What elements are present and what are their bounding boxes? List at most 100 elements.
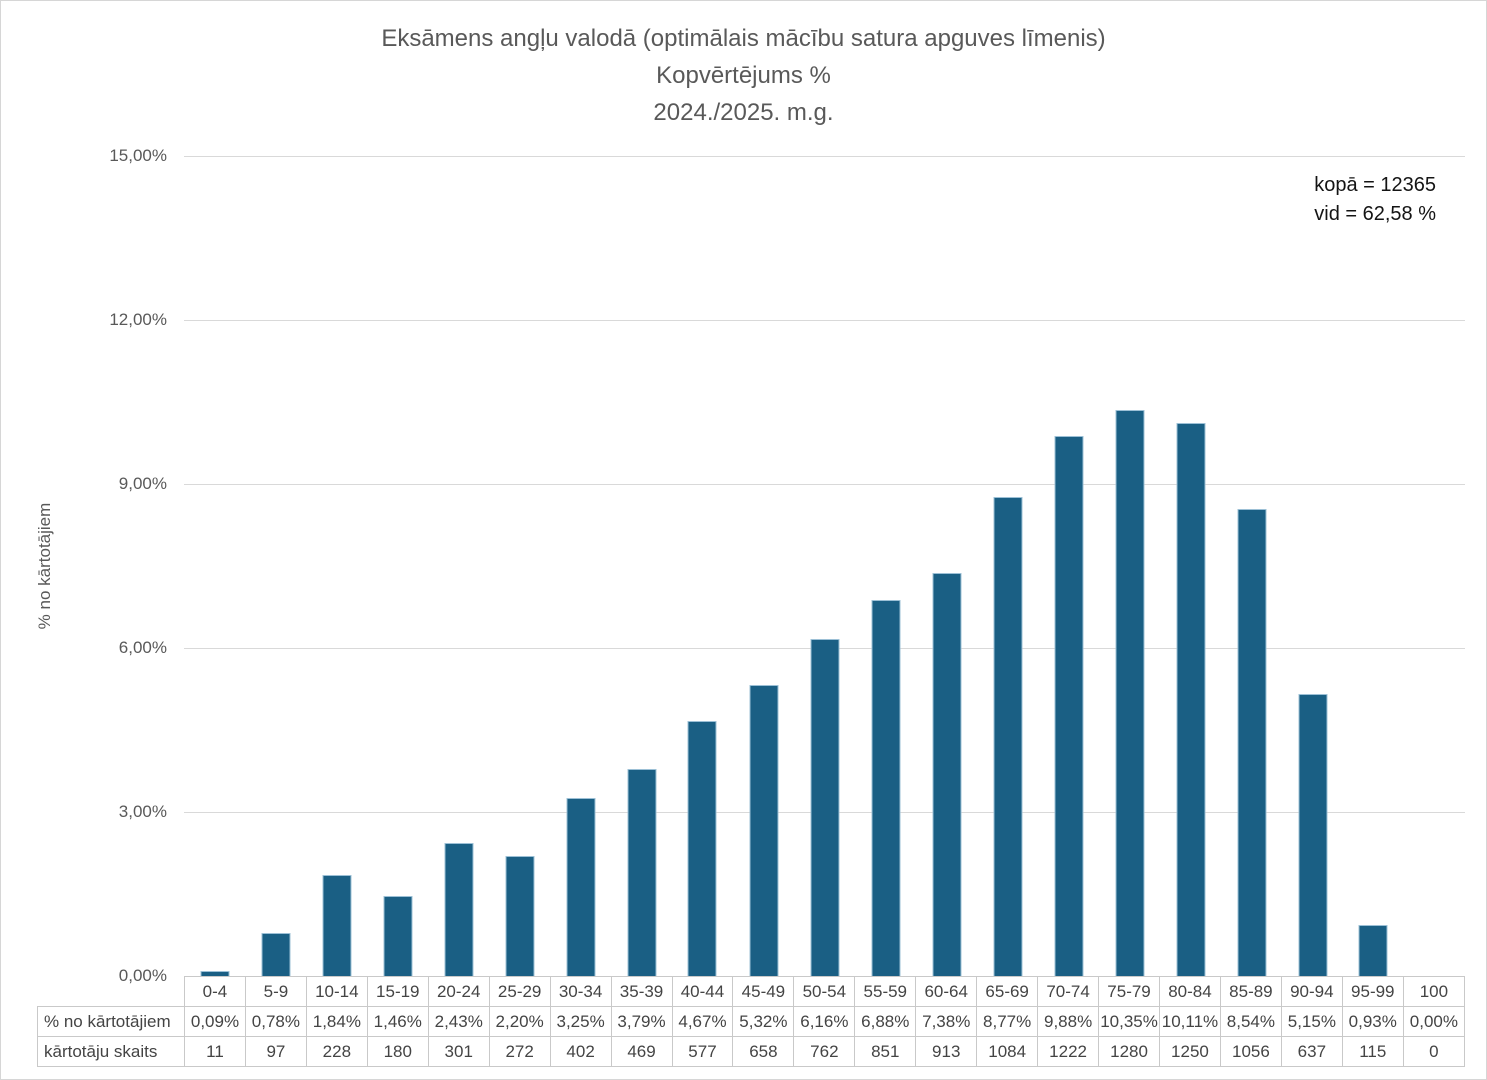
y-tick-label: 9,00% bbox=[118, 474, 167, 493]
bar bbox=[566, 798, 595, 976]
bar bbox=[444, 843, 473, 976]
percent-cell: 3,25% bbox=[549, 1006, 612, 1037]
percent-cell: 10,11% bbox=[1159, 1006, 1221, 1037]
category-cell: 30-34 bbox=[549, 976, 612, 1007]
count-cell: 637 bbox=[1280, 1036, 1343, 1067]
bar bbox=[1358, 925, 1388, 976]
count-cell: 1084 bbox=[976, 1036, 1039, 1067]
count-cell: 577 bbox=[671, 1036, 734, 1067]
percent-cell: 9,88% bbox=[1037, 1006, 1100, 1037]
count-cell: 272 bbox=[488, 1036, 551, 1067]
percent-cell: 7,38% bbox=[915, 1006, 978, 1037]
percent-cell: 0,93% bbox=[1341, 1006, 1404, 1037]
bar bbox=[261, 933, 290, 976]
y-tick-label: 12,00% bbox=[109, 310, 167, 329]
count-cell: 851 bbox=[854, 1036, 917, 1067]
category-cell: 55-59 bbox=[854, 976, 917, 1007]
y-axis-tick-labels: 15,00% 12,00% 9,00% 6,00% 3,00% 0,00% bbox=[37, 146, 167, 985]
percent-cell: 1,46% bbox=[366, 1006, 429, 1037]
count-cell: 180 bbox=[366, 1036, 429, 1067]
category-cell: 70-74 bbox=[1037, 976, 1100, 1007]
category-cell: 20-24 bbox=[427, 976, 490, 1007]
category-cell: 5-9 bbox=[244, 976, 307, 1007]
chart-title-line-2: Kopvērtējums % bbox=[656, 62, 831, 89]
percent-row: % no kārtotājiem 0,09% 0,78% 1,84% 1,46% 2,43… bbox=[37, 1006, 1466, 1037]
table-body: 0-4 5-9 10-14 15-19 20-24 25-29 30-34 35-39 40-4… bbox=[37, 976, 1466, 1067]
category-cell: 85-89 bbox=[1219, 976, 1282, 1007]
category-cell: 95-99 bbox=[1341, 976, 1404, 1007]
table-corner-cell bbox=[38, 977, 185, 1007]
count-cell: 1250 bbox=[1159, 1036, 1221, 1067]
category-cell: 10-14 bbox=[305, 976, 368, 1007]
count-cell: 762 bbox=[793, 1036, 856, 1067]
y-tick-label: 0,00% bbox=[118, 966, 167, 985]
count-cell: 97 bbox=[244, 1036, 307, 1067]
bar bbox=[383, 896, 412, 976]
category-cell: 50-54 bbox=[793, 976, 856, 1007]
category-row: 0-4 5-9 10-14 15-19 20-24 25-29 30-34 35-39 40-4… bbox=[38, 976, 1466, 1007]
bar bbox=[1115, 410, 1144, 976]
percent-cell: 2,20% bbox=[488, 1006, 551, 1037]
percent-cell: 4,67% bbox=[671, 1006, 734, 1037]
percent-cell: 0,78% bbox=[244, 1006, 307, 1037]
annotation-total: kopā = 12365 bbox=[1314, 174, 1436, 196]
count-cell: 1056 bbox=[1219, 1036, 1282, 1067]
bar bbox=[1237, 509, 1266, 976]
category-cell: 60-64 bbox=[915, 976, 978, 1007]
bar bbox=[505, 855, 534, 976]
category-cell: 40-44 bbox=[671, 976, 734, 1007]
count-cell: 1222 bbox=[1037, 1036, 1100, 1067]
bar bbox=[1054, 435, 1083, 976]
count-cell: 402 bbox=[549, 1036, 612, 1067]
count-cell: 658 bbox=[732, 1036, 795, 1067]
count-cell: 0 bbox=[1402, 1036, 1466, 1067]
y-tick-label: 15,00% bbox=[109, 146, 167, 165]
count-cell: 115 bbox=[1341, 1036, 1404, 1067]
plot-area bbox=[184, 156, 1465, 977]
bar bbox=[810, 639, 839, 976]
count-cell: 1280 bbox=[1098, 1036, 1160, 1067]
percent-cell: 10,35% bbox=[1098, 1006, 1160, 1037]
bar bbox=[1298, 694, 1327, 976]
chart-title-line-1: Eksāmens angļu valodā (optimālais mācību… bbox=[381, 25, 1106, 52]
annotation-average: vid = 62,58 % bbox=[1314, 203, 1436, 225]
bar bbox=[627, 768, 656, 976]
percent-row-label: % no kārtotājiem bbox=[37, 1006, 185, 1037]
category-cell: 75-79 bbox=[1098, 976, 1160, 1007]
count-row: kārtotāju skaits 11 97 228 180 301 272 402 469 57… bbox=[37, 1036, 1466, 1067]
category-cell: 65-69 bbox=[976, 976, 1039, 1007]
category-cell: 45-49 bbox=[732, 976, 795, 1007]
count-cell: 11 bbox=[184, 1036, 246, 1067]
bars-layer bbox=[184, 156, 1465, 976]
bar bbox=[749, 685, 778, 976]
y-tick-label: 3,00% bbox=[118, 802, 167, 821]
percent-cell: 5,32% bbox=[732, 1006, 795, 1037]
count-cell: 469 bbox=[610, 1036, 673, 1067]
chart-title: Eksāmens angļu valodā (optimālais mācību… bbox=[1, 20, 1486, 131]
summary-annotation: kopā = 12365 vid = 62,58 % bbox=[1314, 171, 1436, 229]
category-cell: 25-29 bbox=[488, 976, 551, 1007]
chart-title-line-3: 2024./2025. m.g. bbox=[653, 99, 834, 126]
count-row-label: kārtotāju skaits bbox=[37, 1036, 185, 1067]
y-tick-label: 6,00% bbox=[118, 638, 167, 657]
count-cell: 301 bbox=[427, 1036, 490, 1067]
category-cell: 100 bbox=[1402, 976, 1466, 1007]
category-cell: 90-94 bbox=[1280, 976, 1343, 1007]
bar bbox=[1176, 423, 1205, 976]
bar bbox=[932, 572, 961, 976]
percent-cell: 8,54% bbox=[1219, 1006, 1282, 1037]
percent-cell: 1,84% bbox=[305, 1006, 368, 1037]
data-table: 0-4 5-9 10-14 15-19 20-24 25-29 30-34 35-39 40-4… bbox=[37, 976, 1466, 1067]
percent-cell: 8,77% bbox=[976, 1006, 1039, 1037]
bar bbox=[322, 875, 351, 976]
percent-cell: 2,43% bbox=[427, 1006, 490, 1037]
bar bbox=[687, 720, 717, 976]
percent-cell: 6,88% bbox=[854, 1006, 917, 1037]
count-cell: 228 bbox=[305, 1036, 368, 1067]
percent-cell: 5,15% bbox=[1280, 1006, 1343, 1037]
category-cell: 80-84 bbox=[1159, 976, 1221, 1007]
percent-cell: 6,16% bbox=[793, 1006, 856, 1037]
gridline bbox=[184, 156, 1465, 157]
percent-cell: 0,00% bbox=[1402, 1006, 1466, 1037]
